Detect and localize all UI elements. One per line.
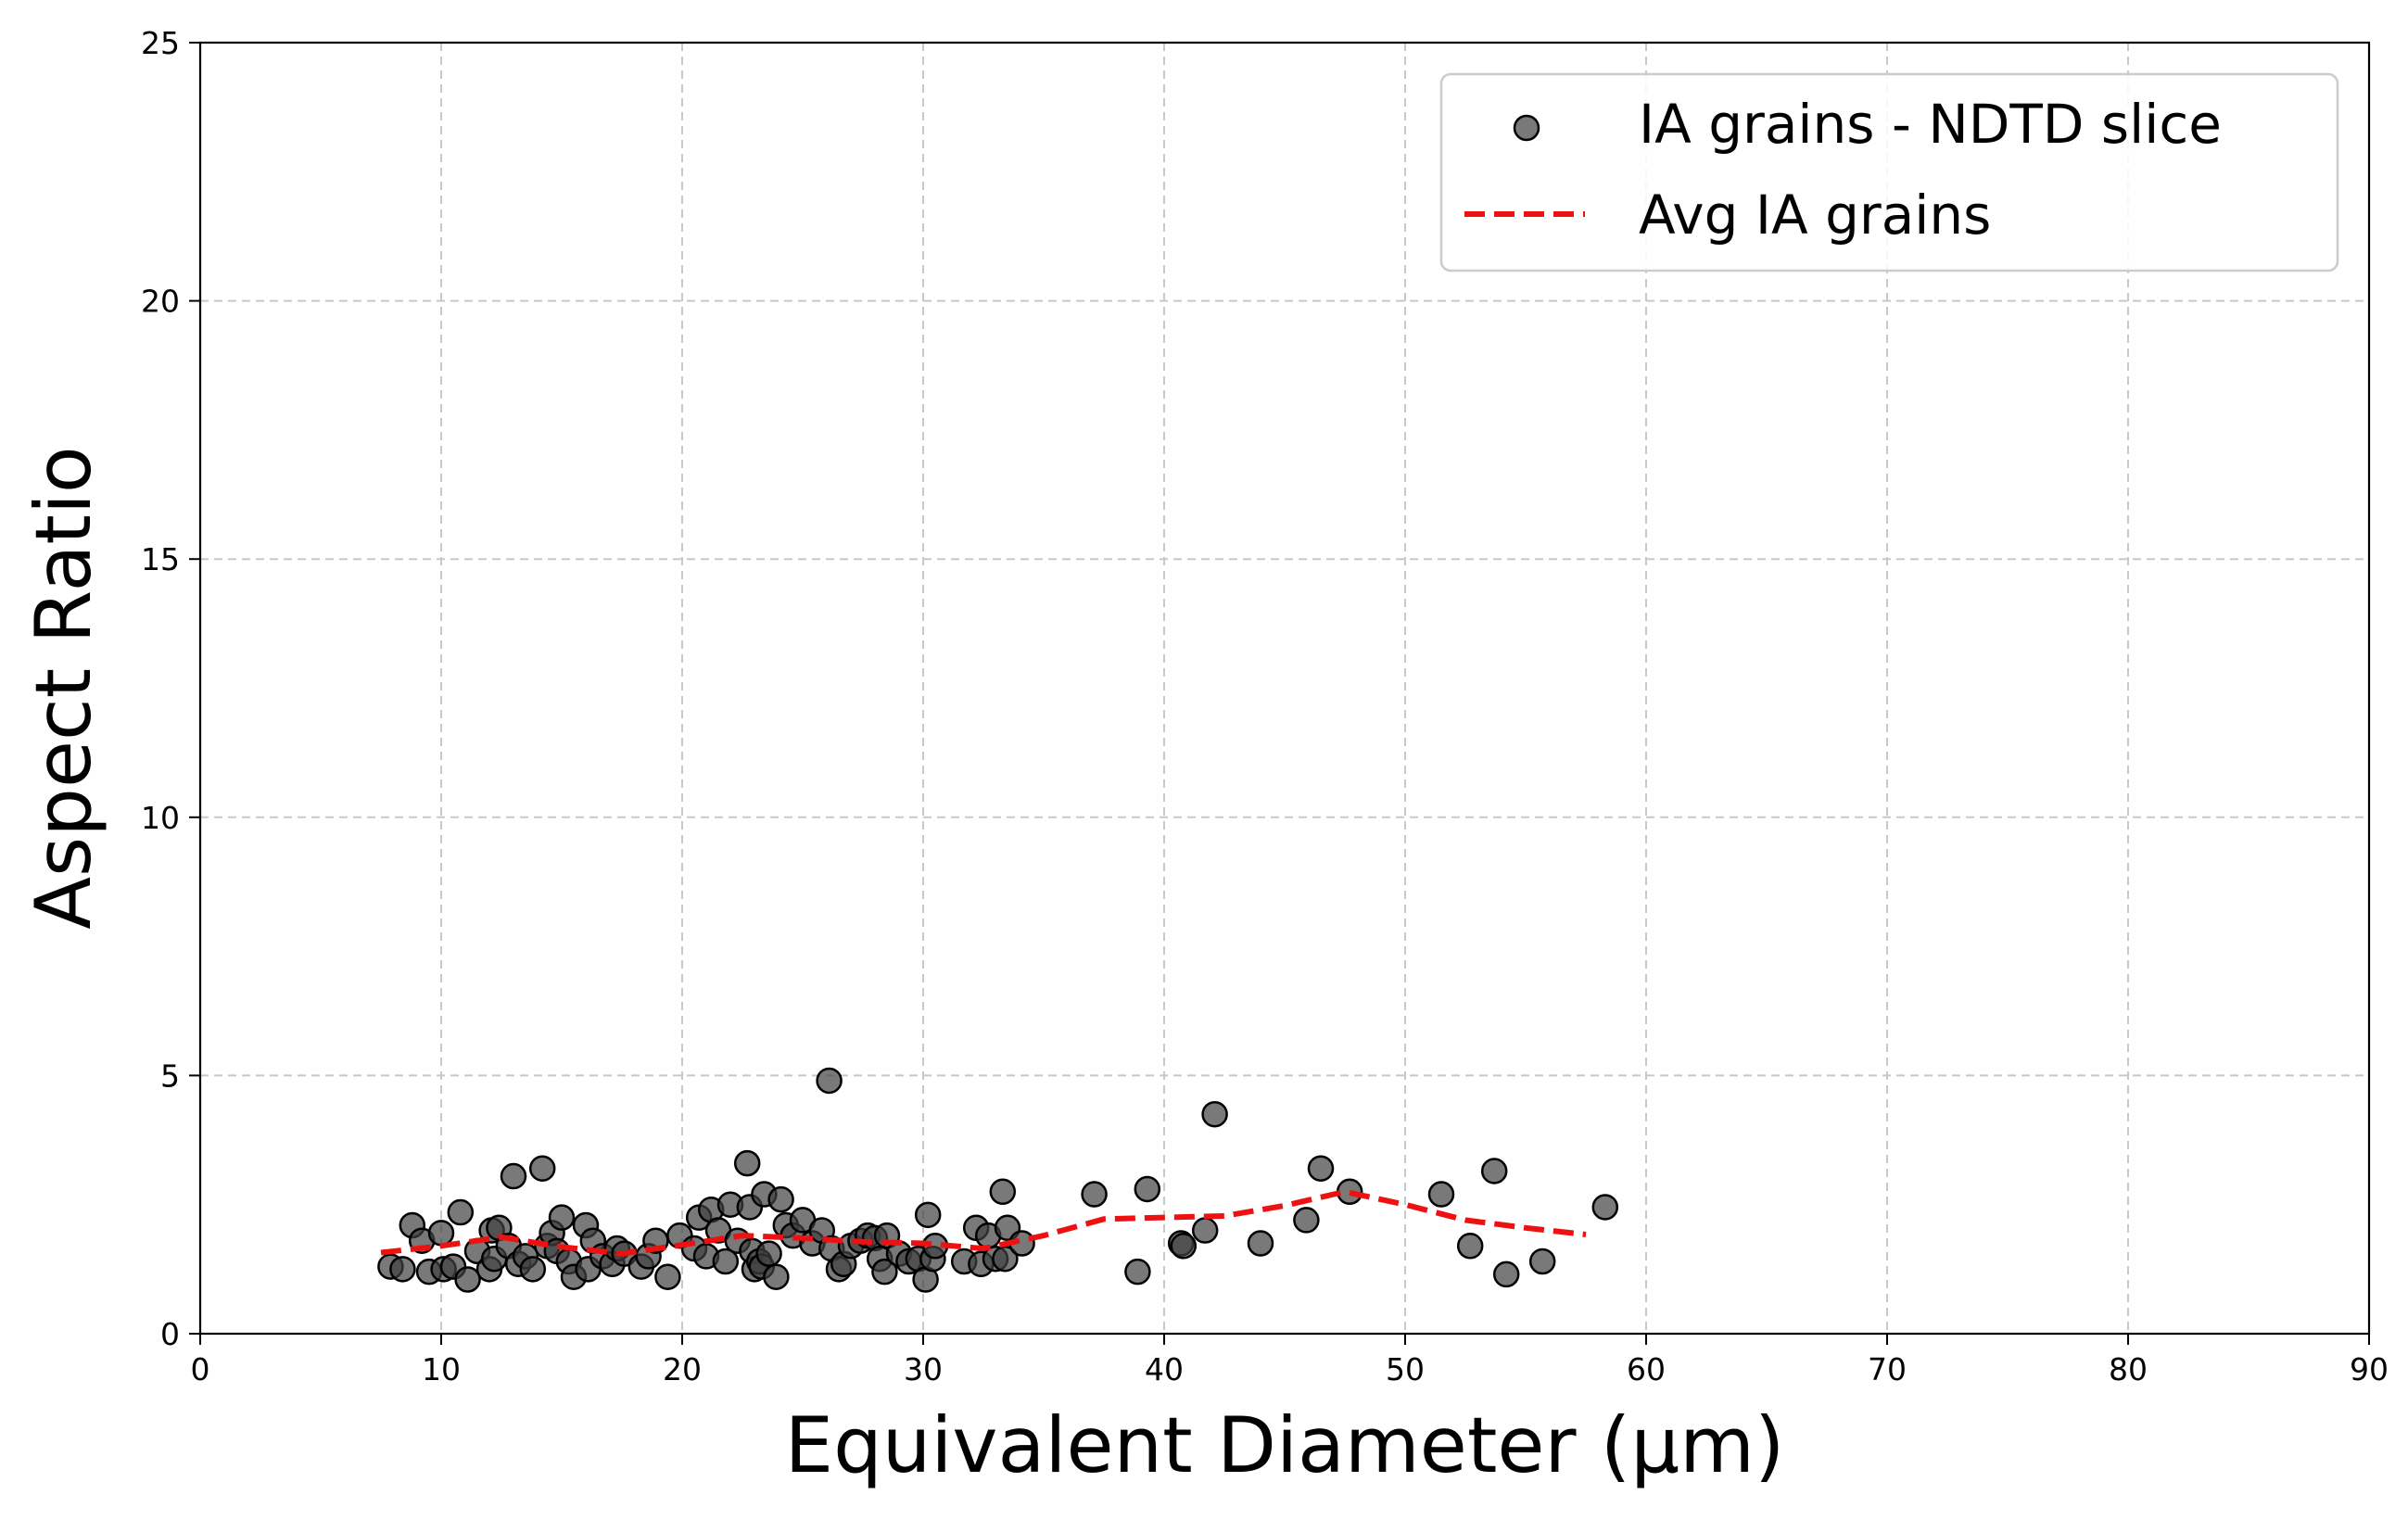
scatter-point [1170,1233,1198,1260]
scatter-point [763,1263,790,1290]
scatter-point [1247,1230,1274,1257]
scatter-point [447,1198,475,1226]
scatter-point [1591,1194,1619,1221]
legend-label-line: Avg IA grains [1639,184,1991,247]
x-tick-label: 40 [1145,1351,1184,1387]
scatter-point [519,1256,547,1283]
x-tick-label: 50 [1386,1351,1425,1387]
scatter-point [1201,1100,1228,1128]
scatter-point [1336,1178,1363,1206]
scatter-point [548,1204,576,1231]
scatter-point [1492,1260,1520,1288]
scatter-point [1191,1217,1219,1244]
plot-data [377,1067,1619,1293]
x-tick-label: 80 [2109,1351,2148,1387]
scatter-point [816,1067,843,1095]
legend-scatter-marker [1513,114,1540,142]
scatter-point [1307,1155,1335,1182]
y-tick-label: 25 [141,25,180,61]
scatter-point [1480,1158,1508,1184]
x-tick-label: 60 [1627,1351,1666,1387]
x-axis-label: Equivalent Diameter (µm) [785,1400,1785,1490]
scatter-point [1134,1175,1161,1203]
x-tick-label: 10 [422,1351,461,1387]
x-tick-label: 90 [2350,1351,2389,1387]
scatter-point [528,1155,556,1182]
y-axis-label: Aspect Ratio [19,446,108,929]
y-tick-label: 20 [141,284,180,320]
scatter-point [454,1266,481,1293]
scatter-point [389,1256,416,1283]
scatter-point [755,1240,782,1267]
scatter-point [1081,1181,1108,1208]
x-tick-label: 70 [1868,1351,1907,1387]
scatter-point [871,1258,898,1286]
scatter-point [989,1178,1017,1206]
scatter-point [1456,1233,1484,1260]
scatter-point [427,1220,455,1247]
scatter-point [1124,1258,1151,1286]
legend-label-scatter: IA grains - NDTD slice [1639,93,2222,156]
x-tick-label: 20 [663,1351,702,1387]
x-tick-label: 30 [904,1351,943,1387]
y-tick-label: 5 [160,1058,180,1094]
y-tick-label: 10 [141,800,180,836]
legend-frame [1439,72,2339,272]
scatter-point [712,1248,740,1275]
axes: 0 10 20 30 40 50 60 70 80 90 0 5 10 15 20 25 [141,25,2389,1387]
scatter-point [733,1149,761,1177]
average-line [380,1188,1587,1257]
scatter-point [767,1185,794,1213]
scatter-point [914,1201,942,1229]
x-tick-label: 0 [191,1351,210,1387]
y-tick-label: 15 [141,541,180,577]
scatter-point [992,1245,1019,1273]
scatter-point [654,1263,681,1290]
scatter-point [1293,1207,1320,1234]
scatter-point [1528,1248,1556,1275]
scatter-point [500,1162,527,1190]
legend: IA grains - NDTD slice Avg IA grains [1439,72,2339,272]
scatter-point [1427,1181,1455,1208]
plot-frame [198,41,2371,1336]
y-tick-label: 0 [160,1316,180,1352]
